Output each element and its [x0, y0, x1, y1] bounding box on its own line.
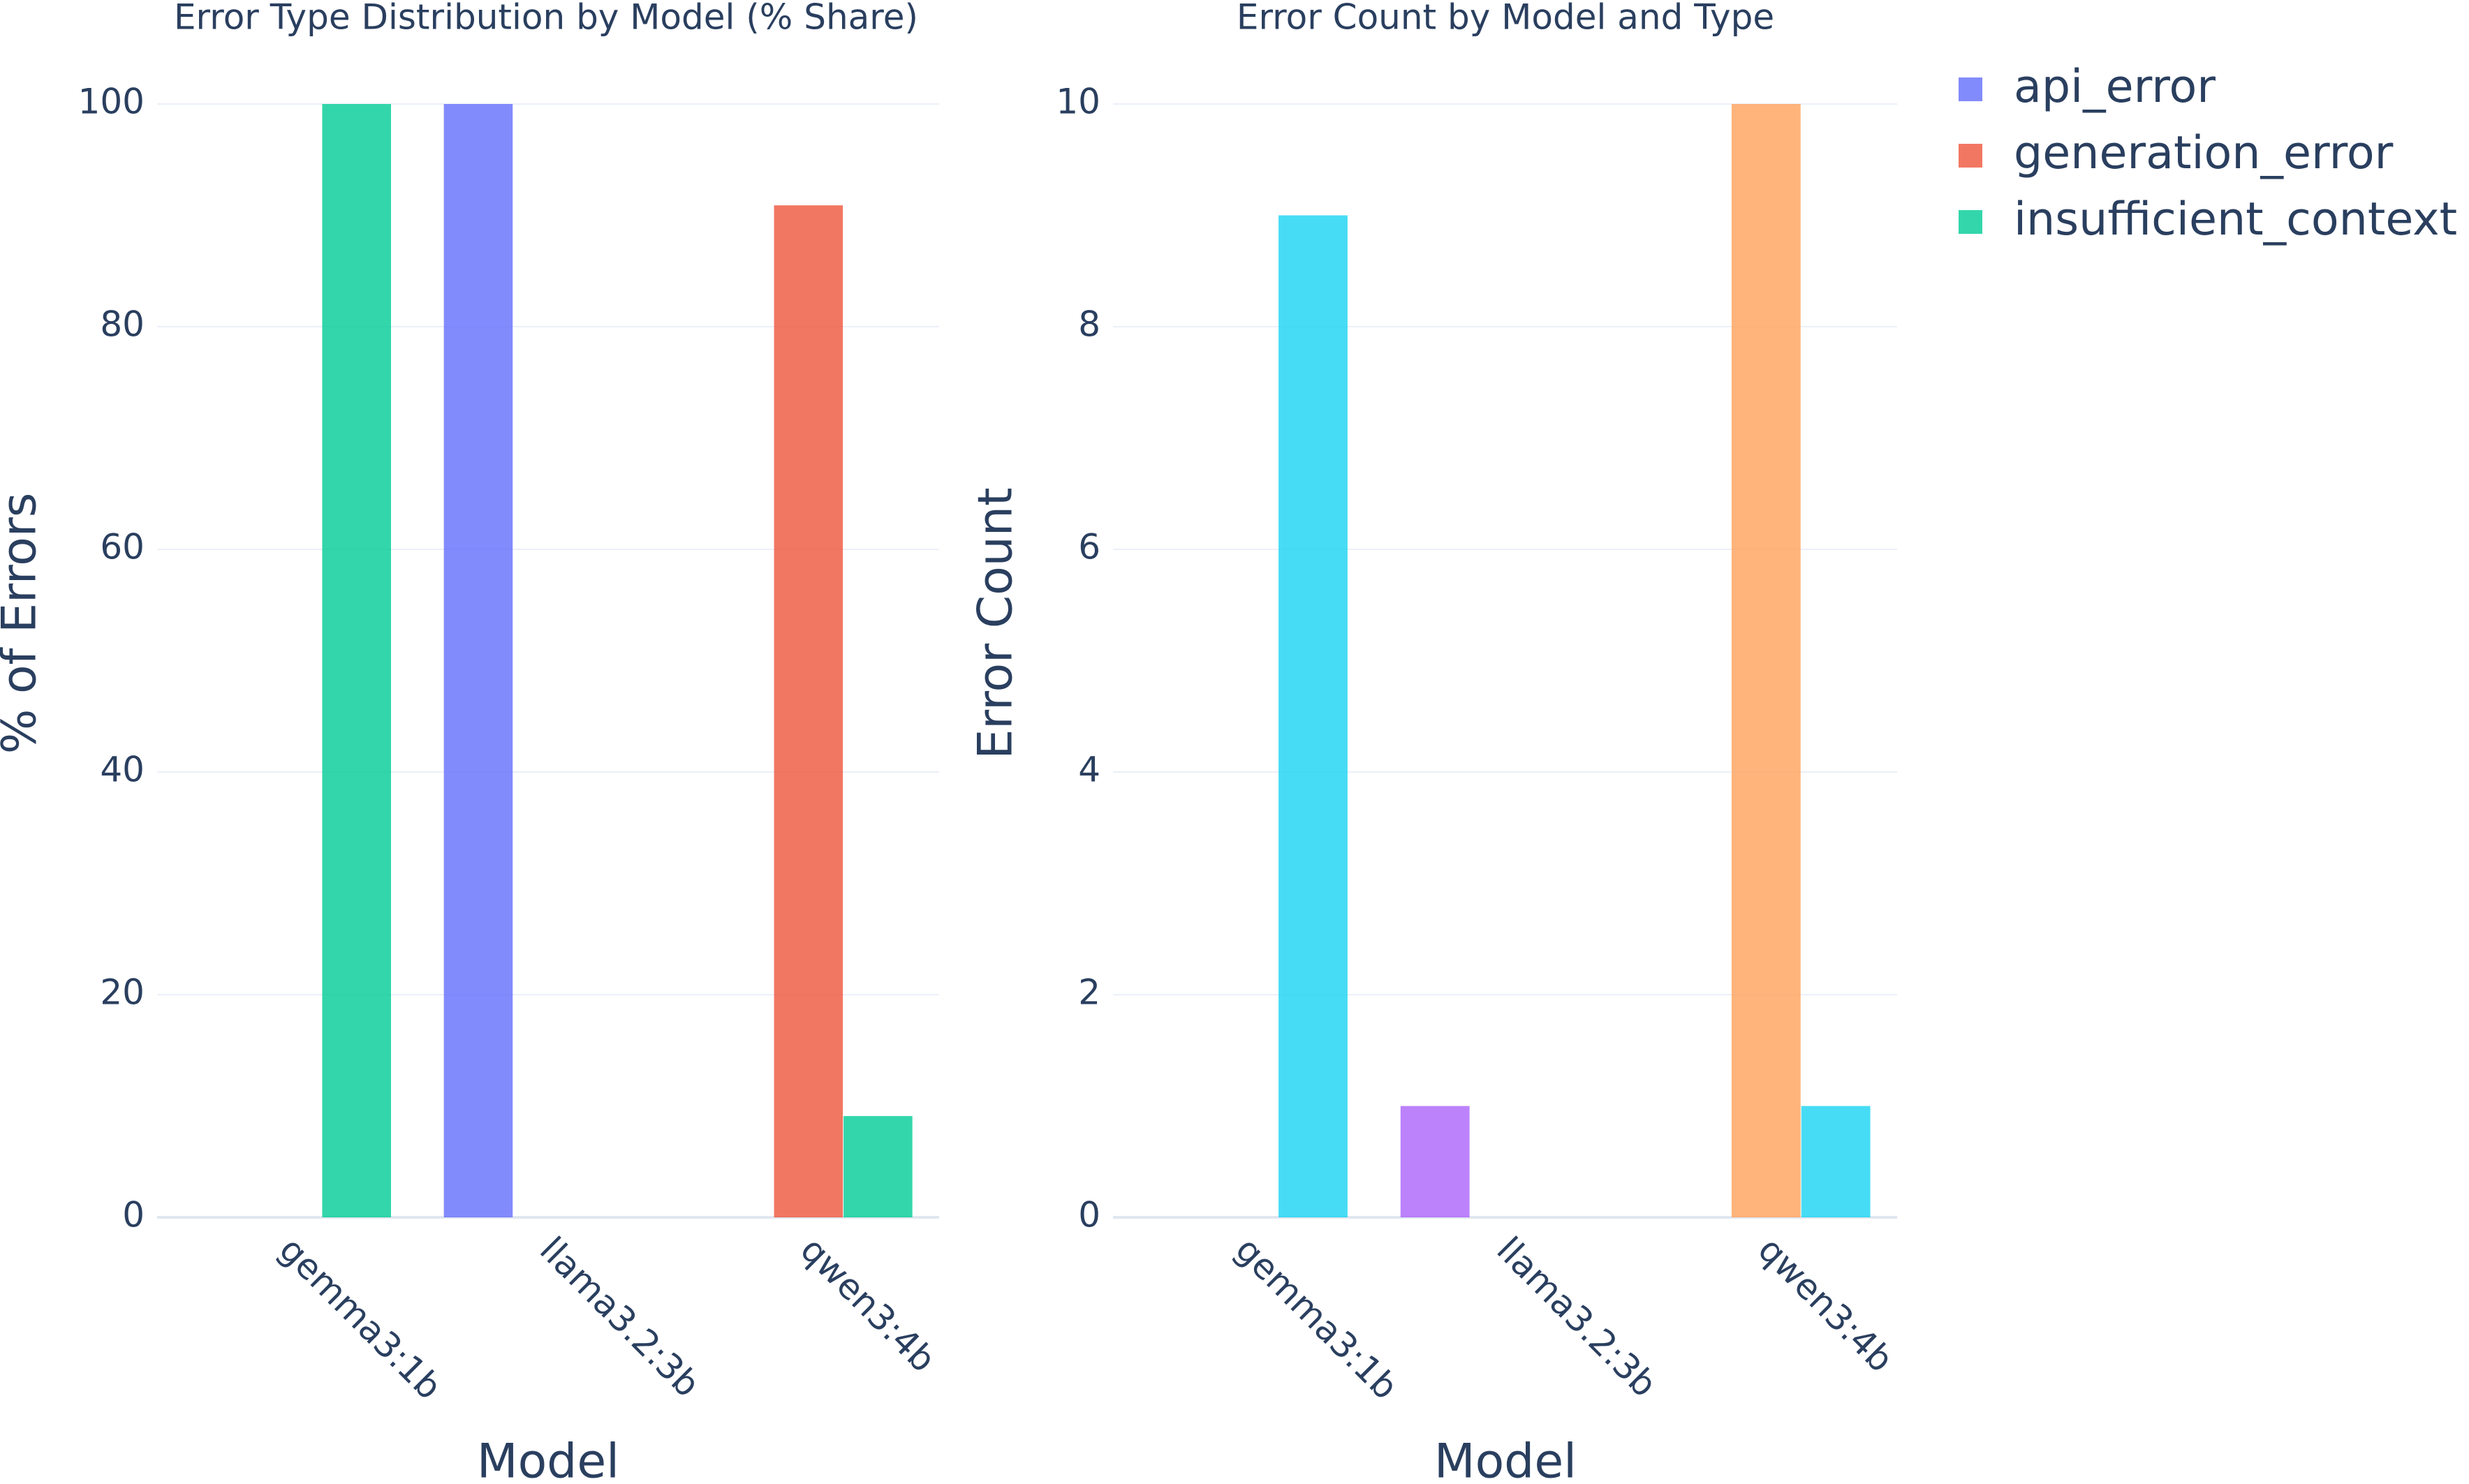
legend-label-api-error: api_error: [2014, 61, 2216, 113]
x-tick-labels: gemma3:1b llama3.2:3b qwen3:4b: [272, 1229, 944, 1407]
y-tick-label: 60: [100, 527, 145, 567]
panel-error-count: 0 2 4 6 8 10 gemma3:1b llama3.2:3b qwen3:4b Err…: [968, 0, 1901, 1484]
x-tick-labels: gemma3:1b llama3.2:3b qwen3:4b: [1228, 1229, 1901, 1407]
legend-swatch-insufficient-context: [1959, 210, 1982, 234]
bars: [1278, 104, 1871, 1217]
bar-api-error-llama3-2-3b: [1400, 1106, 1470, 1217]
x-axis-title: Model: [477, 1434, 619, 1484]
x-tick-label: qwen3:4b: [793, 1229, 943, 1380]
bar-api-error-llama3-2-3b: [443, 104, 513, 1217]
legend-swatch-api-error: [1959, 77, 1982, 101]
y-axis-title: Error Count: [968, 487, 1024, 759]
bar-generation-error-qwen3-4b: [1731, 104, 1801, 1217]
y-tick-label: 100: [78, 82, 145, 122]
bars: [322, 104, 913, 1217]
x-tick-label: qwen3:4b: [1751, 1229, 1901, 1380]
legend-label-generation-error: generation_error: [2014, 127, 2394, 179]
y-tick-labels: 0 20 40 60 80 100: [78, 82, 145, 1236]
y-tick-label: 6: [1078, 527, 1100, 567]
y-tick-label: 40: [100, 750, 145, 790]
y-axis-title: % of Errors: [0, 493, 47, 755]
y-tick-label: 8: [1078, 304, 1100, 345]
y-tick-label: 80: [100, 304, 145, 345]
y-tick-label: 10: [1056, 82, 1100, 122]
y-tick-label: 4: [1078, 750, 1100, 790]
x-tick-label: gemma3:1b: [272, 1229, 450, 1407]
legend-label-insufficient-context: insufficient_context: [2014, 193, 2457, 246]
bar-insufficient-context-gemma3-1b: [1278, 215, 1348, 1217]
bar-insufficient-context-qwen3-4b: [843, 1115, 913, 1217]
y-tick-labels: 0 2 4 6 8 10: [1056, 82, 1100, 1236]
bar-insufficient-context-gemma3-1b: [322, 104, 391, 1217]
legend-swatch-generation-error: [1959, 144, 1982, 168]
bar-insufficient-context-qwen3-4b: [1801, 1106, 1871, 1217]
x-tick-label: gemma3:1b: [1228, 1229, 1406, 1407]
legend: api_error generation_error insufficient_…: [1959, 61, 2457, 246]
chart-title: Error Type Distribution by Model (% Shar…: [174, 0, 918, 38]
y-tick-label: 0: [1078, 1195, 1100, 1236]
x-tick-label: llama3.2:3b: [532, 1229, 708, 1405]
bar-generation-error-qwen3-4b: [774, 205, 843, 1217]
y-tick-label: 20: [100, 972, 145, 1013]
panel-error-share: 0 20 40 60 80 100 gemma3:1b llama3.2:3b qwen3:4…: [0, 0, 943, 1484]
chart-title: Error Count by Model and Type: [1237, 0, 1774, 38]
y-tick-label: 0: [122, 1195, 145, 1236]
x-axis-title: Model: [1434, 1434, 1577, 1484]
y-tick-label: 2: [1078, 972, 1100, 1013]
x-tick-label: llama3.2:3b: [1489, 1229, 1665, 1405]
